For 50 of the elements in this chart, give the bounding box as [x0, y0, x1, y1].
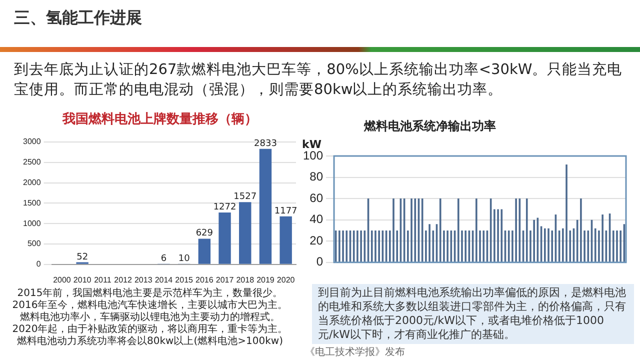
- y-tick-label: 1000: [23, 218, 42, 228]
- x-tick-label: 2016: [196, 275, 214, 284]
- y-tick-label: 0: [316, 254, 324, 269]
- y-tick-label: 3000: [23, 137, 42, 146]
- x-tick-label: 2019: [256, 275, 275, 284]
- y-tick-label: 60: [310, 190, 324, 205]
- y-tick-label: 0: [36, 260, 42, 269]
- bar: [280, 216, 292, 264]
- x-tick-label: 2018: [236, 275, 255, 284]
- x-tick-label: 2017: [216, 275, 234, 284]
- y-tick-label: 20: [310, 233, 324, 248]
- x-tick-label: 2014: [154, 275, 174, 284]
- data-label: 629: [196, 228, 214, 239]
- y-axis-title: kW: [302, 138, 322, 151]
- x-tick-label: 2010: [73, 275, 92, 284]
- x-tick-label: 2011: [94, 275, 112, 284]
- chart-title: 燃料电池系统净输出功率: [362, 118, 497, 135]
- y-tick-label: 2000: [23, 178, 42, 188]
- text: 燃料电池动力系统功率将会以80kw以上(燃料电池>100kw): [16, 336, 284, 348]
- bar: [218, 212, 231, 264]
- y-tick-label: 2500: [23, 158, 42, 167]
- text: 到去年底为止认证的267款燃料电池大巴车等，80%以上系统输出功率<30kW。只能当充电宝使用。而正常的电电混动（强混），则需要80kw以上的系统输出功率。: [14, 60, 624, 100]
- y-tick-label: 500: [27, 239, 42, 248]
- text: 《电工技术学报》发布: [305, 346, 405, 359]
- text: 三、氢能工作进展: [14, 8, 142, 29]
- x-tick-label: 2012: [114, 275, 132, 284]
- text: 燃料电池功率小，车辆驱动以锂电池为主要动力的增程式。: [19, 312, 281, 324]
- data-label: 2833: [254, 138, 277, 149]
- bar: [198, 238, 211, 264]
- y-tick-label: 80: [310, 170, 324, 184]
- data-label: 1527: [234, 192, 257, 202]
- text: 2015年前，我国燃料电池主要是示范样车为主，数量很少。: [16, 288, 284, 300]
- y-tick-label: 40: [310, 212, 324, 226]
- x-tick-label: 2013: [134, 275, 153, 284]
- data-label: 1272: [213, 202, 236, 212]
- text: 2016年至今，燃料电池汽车快速增长，主要以城市大巴为主。: [11, 300, 289, 312]
- text: 到目前为止目前燃料电池系统输出功率偏低的原因，是燃料电池的电堆和系统大多数以组装进口零部件为主，的价格偏高，只有当系统价格低于2000元/kW以下，或者电堆价格低于1000元/kW以下时，才有商业化推广的基础。: [318, 286, 627, 342]
- chart-title: 我国燃料电池上牌数量推移（辆）: [61, 111, 258, 128]
- y-tick-label: 1500: [23, 198, 42, 208]
- y-tick-label: 100: [302, 148, 324, 162]
- data-label: 52: [76, 252, 88, 262]
- x-tick-label: 2015: [175, 275, 194, 284]
- text: 2020年起，由于补贴政策的驱动，将以商用车，重卡等为主。: [11, 324, 289, 336]
- data-label: 6: [160, 254, 167, 264]
- x-tick-label: 2000: [53, 275, 72, 284]
- bar: [259, 148, 272, 264]
- data-label: 10: [178, 254, 190, 264]
- data-label: 1177: [274, 206, 298, 216]
- x-tick-label: 2020: [276, 275, 296, 284]
- bar: [239, 202, 252, 264]
